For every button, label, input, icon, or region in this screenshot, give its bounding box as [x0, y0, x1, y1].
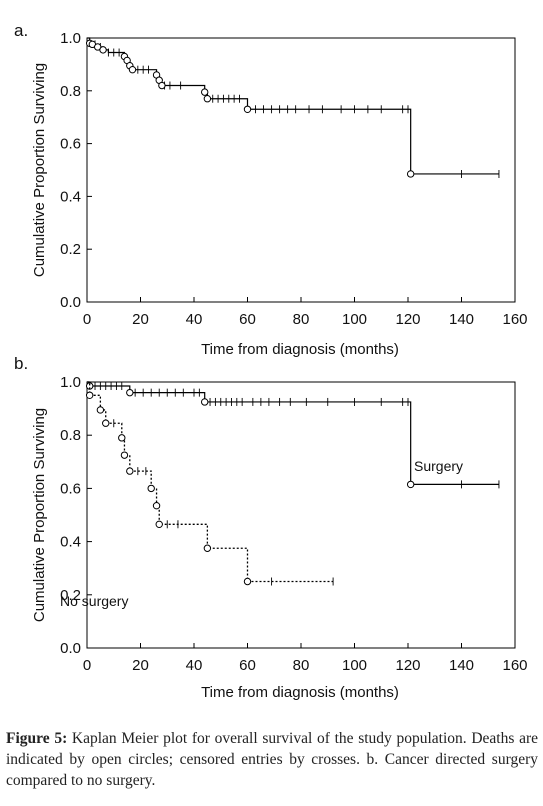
death-marker — [120, 451, 129, 459]
x-axis-title: Time from diagnosis (months) — [201, 684, 399, 701]
death-marker — [128, 65, 137, 74]
x-tick-label: 160 — [502, 657, 527, 674]
x-tick-label: 120 — [395, 657, 420, 674]
x-tick-label: 140 — [449, 657, 474, 674]
plot-frame — [86, 37, 516, 303]
x-tick-label: 40 — [186, 657, 203, 674]
x-tick-label: 60 — [239, 657, 256, 674]
survival-curve — [87, 37, 499, 175]
x-tick-label: 80 — [293, 311, 310, 328]
death-marker — [201, 88, 209, 96]
y-tick-label: 0.8 — [60, 427, 81, 444]
y-tick-label: 1.0 — [60, 374, 81, 391]
series-label: Surgery — [414, 458, 463, 474]
series-label: No surgery — [60, 593, 128, 609]
panel-label: a. — [14, 21, 28, 40]
death-marker — [96, 406, 105, 414]
y-tick-label: 0.6 — [60, 136, 81, 153]
death-marker — [99, 46, 107, 54]
caption-text: Kaplan Meier plot for overall survival o… — [6, 730, 538, 789]
death-marker — [147, 484, 155, 493]
x-tick-label: 120 — [395, 311, 420, 328]
figure-caption: Figure 5: Kaplan Meier plot for overall … — [6, 728, 538, 791]
death-marker — [152, 501, 161, 510]
x-tick-label: 20 — [132, 657, 149, 674]
y-tick-label: 0.2 — [60, 587, 81, 604]
x-tick-label: 100 — [342, 311, 367, 328]
x-tick-label: 100 — [342, 657, 367, 674]
death-marker — [203, 95, 212, 103]
y-axis-title: Cumulative Proportion Surviving — [31, 408, 48, 622]
death-marker — [85, 391, 94, 399]
death-marker — [203, 544, 212, 552]
death-marker — [243, 105, 252, 113]
x-tick-label: 80 — [293, 657, 310, 674]
death-marker — [406, 170, 415, 178]
death-marker — [406, 480, 415, 489]
y-axis-title: Cumulative Proportion Surviving — [31, 63, 48, 277]
death-marker — [102, 419, 110, 427]
x-tick-label: 160 — [502, 311, 527, 328]
y-tick-label: 0.2 — [60, 241, 81, 258]
death-marker — [201, 398, 209, 406]
y-tick-label: 0.4 — [60, 188, 81, 205]
panel-label: b. — [14, 354, 28, 373]
x-tick-label: 0 — [83, 311, 91, 328]
kaplan-meier-figure: a. 0.0 0.2 0.4 0.6 0.8 1.0 0 20 40 60 80 100 120 140 16… — [14, 21, 528, 701]
x-tick-label: 20 — [132, 311, 149, 328]
x-tick-label: 40 — [186, 311, 203, 328]
caption-label: Figure 5: — [6, 730, 68, 747]
panel-b: b. 0.0 0.2 0.4 0.6 0.8 1.0 0 20 40 60 80 100 120 140 16… — [14, 354, 528, 701]
y-tick-label: 0.6 — [60, 480, 81, 497]
death-marker — [126, 388, 134, 397]
x-axis-title: Time from diagnosis (months) — [201, 341, 399, 358]
x-tick-label: 140 — [449, 311, 474, 328]
death-marker — [243, 577, 252, 586]
y-tick-label: 0.0 — [60, 640, 81, 657]
death-marker — [158, 81, 166, 90]
x-tick-label: 60 — [239, 311, 256, 328]
plot-frame — [86, 381, 516, 649]
death-marker — [155, 520, 163, 529]
death-marker — [126, 467, 134, 475]
y-tick-label: 1.0 — [60, 30, 81, 47]
panel-a: a. 0.0 0.2 0.4 0.6 0.8 1.0 0 20 40 60 80 100 120 140 16… — [14, 21, 528, 358]
y-tick-label: 0.0 — [60, 294, 81, 311]
death-marker — [118, 434, 126, 442]
x-tick-label: 0 — [83, 657, 91, 674]
y-tick-label: 0.8 — [60, 83, 81, 100]
y-tick-label: 0.4 — [60, 534, 81, 551]
survival-curve — [87, 381, 334, 583]
